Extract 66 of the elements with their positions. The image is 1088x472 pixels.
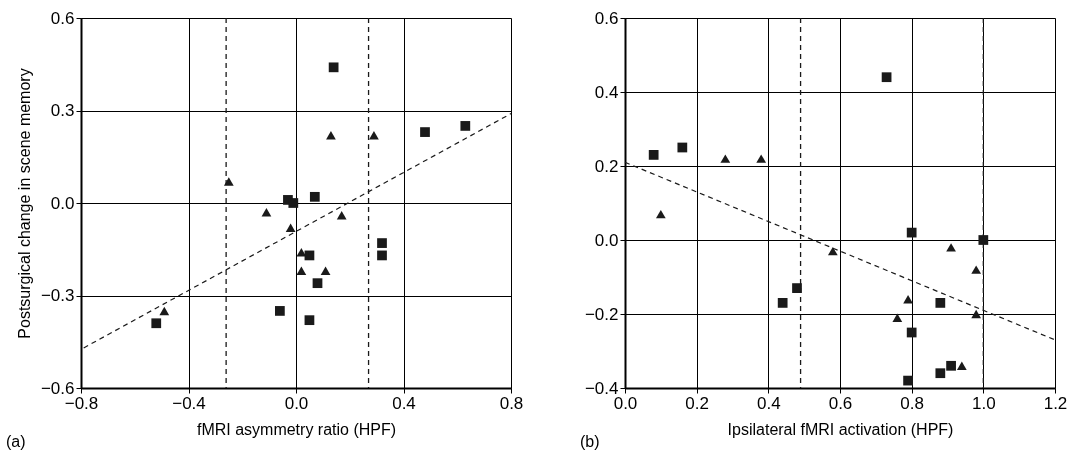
point [971,309,982,319]
point [369,130,379,140]
x-tick-label: 1.2 [1043,393,1068,413]
point [971,265,982,274]
y-tick-label: −0.2 [584,304,619,324]
point [223,177,234,186]
point [935,298,946,308]
point [906,227,917,238]
point [320,266,331,276]
y-tick-label: 0.3 [50,101,75,120]
point [677,142,688,153]
x-tick-label: 0.8 [499,393,524,413]
point [946,243,956,252]
point [312,278,323,289]
point [326,130,336,140]
point [420,127,430,137]
point [827,246,838,256]
x-tick-label: 0.2 [685,393,709,413]
point [336,211,347,220]
point [261,208,272,217]
point [648,150,659,160]
point [377,238,387,248]
x-tick-label: −0.4 [172,393,206,413]
point [946,360,956,371]
y-tick-label: −0.3 [40,286,75,305]
y-tick-label: 0.2 [594,156,619,176]
point [275,306,285,316]
point [285,223,296,232]
point [903,294,913,304]
point [159,306,170,316]
text: (a) [6,433,26,450]
x-axis-title: fMRI asymmetry ratio (HPF) [196,420,397,438]
point [377,250,387,261]
point [756,154,767,163]
x-tick-label: 0.8 [900,393,924,413]
point [777,298,788,308]
point [881,72,892,83]
text: (b) [580,433,600,450]
x-tick-label: 0.4 [392,393,416,413]
point [956,361,967,371]
point [655,209,666,219]
y-tick-label: 0.6 [50,8,75,28]
y-tick-label: 0.6 [594,8,619,28]
x-tick-label: 0.0 [284,393,309,413]
x-tick-label: 0.4 [757,393,781,413]
point [720,154,731,163]
y-tick-label: 0.0 [50,193,75,213]
y-axis-title: Postsurgical change in scene memory [15,68,33,339]
x-axis-title: Ipsilateral fMRI activation (HPF) [727,420,954,438]
x-tick-label: 1.0 [972,393,996,413]
point [151,318,162,329]
point [892,313,903,322]
point [792,283,802,293]
point [309,191,320,202]
y-tick-label: 0.0 [594,230,619,250]
point [328,62,339,73]
x-tick-label: 0.6 [828,393,853,413]
point [935,368,946,379]
point [460,121,471,131]
point [288,198,299,208]
y-tick-label: 0.4 [594,82,619,102]
point [903,375,913,386]
point [906,327,917,338]
point [296,266,307,276]
point [304,315,315,326]
point [978,235,989,245]
